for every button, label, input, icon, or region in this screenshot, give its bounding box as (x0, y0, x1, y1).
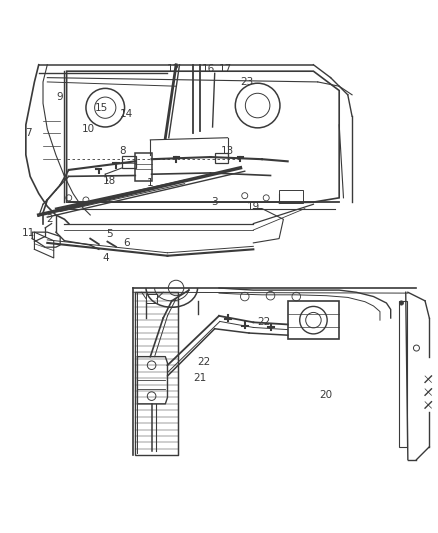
Bar (215, 153, 228, 163)
Bar (123, 156, 136, 168)
Text: 1: 1 (147, 178, 154, 188)
Bar (399, 301, 407, 447)
Bar (288, 301, 339, 340)
Text: 18: 18 (103, 176, 116, 185)
Text: 9: 9 (57, 92, 64, 102)
Text: 20: 20 (320, 390, 333, 400)
Text: 23: 23 (240, 77, 254, 87)
Text: 21: 21 (193, 373, 206, 383)
Bar (279, 190, 303, 203)
Bar (146, 294, 157, 303)
Text: 19: 19 (247, 202, 260, 212)
Text: 11: 11 (21, 228, 35, 238)
Text: 22: 22 (258, 317, 271, 327)
Text: 3: 3 (212, 197, 218, 207)
Bar (135, 153, 152, 181)
Text: 2: 2 (46, 214, 53, 224)
Circle shape (399, 301, 403, 305)
Text: 4: 4 (102, 253, 109, 263)
Text: 7: 7 (25, 128, 31, 139)
Text: 13: 13 (221, 146, 234, 156)
Text: 17: 17 (219, 64, 232, 74)
Text: 5: 5 (106, 229, 113, 239)
Text: 8: 8 (119, 146, 126, 156)
Text: 22: 22 (198, 357, 211, 367)
Text: 6: 6 (124, 238, 130, 248)
Text: 12: 12 (167, 64, 180, 74)
Text: 14: 14 (120, 109, 133, 119)
Text: 10: 10 (81, 124, 95, 134)
Bar (135, 292, 178, 455)
Text: 16: 16 (201, 64, 215, 74)
Text: 15: 15 (94, 103, 108, 112)
